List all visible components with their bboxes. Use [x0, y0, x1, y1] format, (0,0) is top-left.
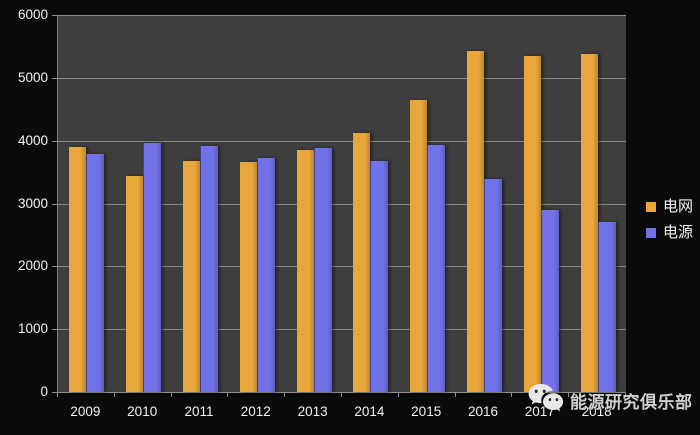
legend-item-source: 电源 [646, 224, 693, 241]
x-axis-label-2012: 2012 [240, 404, 271, 419]
x-axis-label-2015: 2015 [411, 404, 442, 419]
bar-grid-2012 [239, 162, 257, 392]
bar-source-2010 [143, 143, 162, 392]
x-axis-label-2018: 2018 [581, 404, 612, 419]
y-axis-tick-label: 0 [40, 384, 48, 399]
y-axis-tick [52, 15, 57, 16]
bar-grid-2018 [580, 53, 598, 392]
x-axis-label-2010: 2010 [127, 404, 158, 419]
legend-swatch-icon [646, 201, 656, 212]
gridline-6000 [58, 15, 626, 16]
y-axis-tick-label: 4000 [17, 132, 48, 148]
y-axis-tick-label: 6000 [17, 7, 48, 22]
bar-grid-2016 [467, 50, 484, 392]
y-axis-tick [52, 140, 57, 142]
bar-source-2015 [427, 145, 446, 392]
bar-grid-2017 [523, 56, 541, 392]
y-axis-tick [52, 77, 57, 79]
x-axis-tick [568, 393, 569, 397]
watermark: 能源研究俱乐部 [527, 382, 693, 419]
x-axis-tick [398, 393, 399, 397]
x-axis-tick [227, 393, 228, 397]
legend-label: 电源 [663, 224, 694, 241]
bar-grid-2011 [183, 160, 200, 392]
bar-grid-2010 [126, 175, 144, 392]
bar-source-2016 [484, 179, 502, 392]
y-axis-tick [52, 392, 57, 393]
bar-source-2013 [313, 148, 332, 392]
x-axis-tick [625, 393, 626, 397]
bar-source-2009 [86, 153, 105, 392]
bar-grid-2015 [410, 100, 428, 392]
legend: 电网 电源 [646, 198, 693, 250]
legend-label: 电网 [663, 198, 694, 215]
bar-source-2012 [256, 157, 275, 392]
bar-source-2014 [370, 160, 389, 392]
bar-grid-2009 [69, 146, 87, 392]
bar-source-2017 [540, 209, 559, 392]
legend-item-grid: 电网 [646, 198, 693, 215]
x-axis-tick [171, 393, 172, 397]
y-axis-tick-label: 1000 [17, 321, 48, 337]
x-axis-tick [511, 393, 512, 397]
x-axis-label-2009: 2009 [70, 404, 101, 419]
y-axis-tick-label: 5000 [17, 69, 48, 85]
legend-swatch-icon [646, 227, 656, 238]
x-axis-tick [341, 393, 342, 397]
x-axis-label-2016: 2016 [467, 404, 499, 419]
gridline-1000 [58, 329, 626, 331]
x-axis-tick [114, 393, 115, 397]
gridline-4000 [58, 140, 626, 142]
y-axis-tick-label: 3000 [17, 195, 48, 211]
bar-source-2011 [200, 145, 218, 392]
bar-source-2018 [597, 222, 616, 392]
gridline-3000 [58, 203, 626, 205]
y-axis-tick [52, 203, 57, 205]
x-axis-label-2014: 2014 [354, 404, 385, 419]
y-axis-tick [52, 266, 57, 268]
bar-grid-2013 [296, 149, 314, 392]
x-axis-tick [284, 393, 285, 397]
x-axis-label-2013: 2013 [297, 404, 328, 419]
gridline-2000 [58, 266, 626, 268]
x-axis-tick [57, 393, 58, 397]
y-axis-tick [52, 329, 57, 331]
gridline-5000 [58, 77, 626, 79]
y-axis-tick-label: 2000 [17, 258, 48, 274]
wechat-icon [527, 382, 565, 419]
x-axis-label-2011: 2011 [184, 404, 214, 419]
watermark-text: 能源研究俱乐部 [570, 393, 693, 412]
x-axis-tick [455, 393, 456, 397]
plot-area [57, 15, 626, 393]
bar-grid-2014 [353, 133, 371, 392]
